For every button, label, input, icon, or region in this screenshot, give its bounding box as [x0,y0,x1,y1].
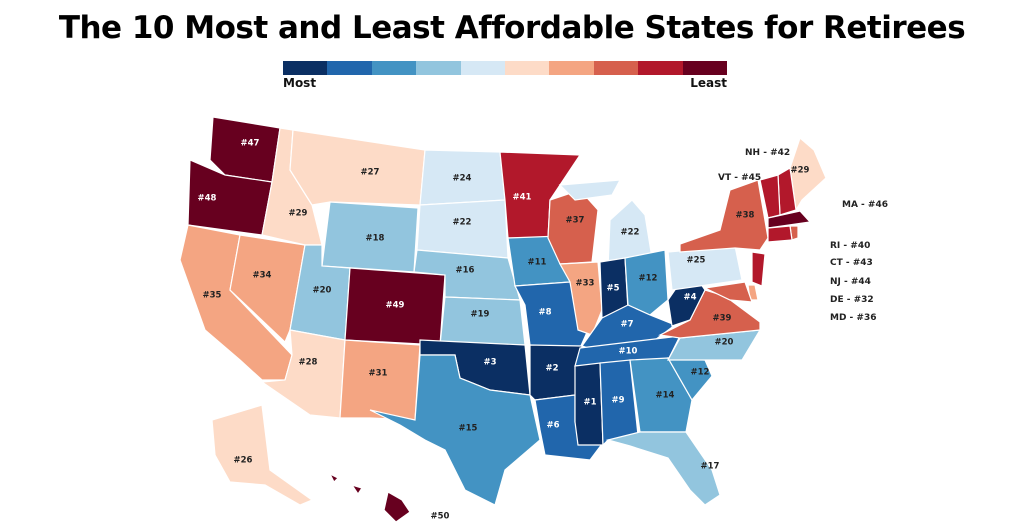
rank-label-al: #9 [611,396,624,406]
state-nm [339,339,421,421]
rank-label-la: #6 [546,421,559,431]
state-ks [439,296,526,346]
legend-swatch-6 [505,61,550,75]
state-oh [624,249,669,316]
rank-label-ms: #1 [583,398,596,408]
state-mi-part [558,179,622,201]
rank-label-id: #29 [289,209,308,219]
rank-label-ut: #20 [313,286,332,296]
rank-label-hi: #50 [431,512,450,522]
callout-label-nj: NJ - #44 [830,277,871,287]
rank-label-wv: #4 [683,293,696,303]
rank-label-mn: #41 [513,193,532,203]
rank-label-co: #49 [386,301,405,311]
rank-label-ga: #14 [656,391,675,401]
callout-label-de: DE - #32 [830,295,874,305]
state-mt [289,129,426,206]
rank-label-ia: #11 [528,258,547,268]
state-ct [767,225,793,243]
state-sd [416,199,509,259]
state-tx [369,354,541,506]
rank-label-ky: #7 [620,320,633,330]
rank-label-pa: #25 [687,256,706,266]
rank-label-oh: #12 [639,274,658,284]
rank-label-ks: #19 [471,310,490,320]
rank-label-nc: #20 [715,338,734,348]
rank-label-va: #39 [713,314,732,324]
rank-label-mt: #27 [361,168,380,178]
legend-swatch-4 [416,61,461,75]
state-fl [605,431,721,506]
callout-label-nh: NH - #42 [745,148,790,158]
state-mi [607,199,653,269]
rank-label-ny: #38 [736,211,755,221]
rank-label-sc: #12 [691,368,710,378]
rank-label-ok: #3 [483,358,496,368]
rank-label-ca: #35 [203,291,222,301]
callout-label-ri: RI - #40 [830,241,870,251]
state-ak [211,404,314,506]
state-hi [383,491,411,523]
map-title: The 10 Most and Least Affordable States … [58,10,966,46]
state-ga [629,357,693,433]
state-ma [767,210,812,229]
rank-label-nv: #34 [253,271,272,281]
state-wi [547,189,599,265]
legend-color-scale [283,61,728,75]
rank-label-ne: #16 [456,266,475,276]
rank-label-mo: #8 [538,308,551,318]
rank-label-az: #28 [299,358,318,368]
legend-swatch-1 [283,61,328,75]
legend-swatch-7 [549,61,594,75]
rank-label-ak: #26 [234,456,253,466]
rank-label-wi: #37 [566,216,585,226]
rank-label-tn: #10 [619,347,638,357]
rank-label-or: #48 [198,194,217,204]
state-pa [667,245,743,291]
rank-label-wy: #18 [366,234,385,244]
rank-label-fl: #17 [701,462,720,472]
callout-label-ma: MA - #46 [842,200,888,210]
legend-least-label: Least [690,76,727,90]
rank-label-me: #29 [791,166,810,176]
state-wa [209,116,281,183]
legend-swatch-2 [327,61,372,75]
callout-label-md: MD - #36 [830,313,877,323]
callout-label-vt: VT - #45 [718,173,761,183]
rank-label-ar: #2 [545,364,558,374]
rank-label-tx: #15 [459,424,478,434]
rank-label-nd: #24 [453,174,472,184]
legend-swatch-5 [460,61,506,75]
rank-label-sd: #22 [453,218,472,228]
legend-swatch-8 [593,61,639,75]
rank-label-in: #5 [606,284,619,294]
state-hi-part [328,472,340,484]
state-md [702,281,753,303]
state-ny [679,179,769,253]
rank-label-mi: #22 [621,228,640,238]
state-nj [751,251,766,287]
legend-most-label: Most [283,76,317,90]
rank-label-il: #33 [576,279,595,289]
state-nv [229,234,306,344]
legend-swatch-9 [638,61,683,75]
legend-swatch-10 [682,61,728,75]
rank-label-nm: #31 [369,369,388,379]
color-legend: Most Least [283,61,728,90]
legend-swatch-3 [371,61,417,75]
rank-label-wa: #47 [241,139,260,149]
state-ms [574,362,604,446]
state-hi-part [350,483,363,496]
callout-label-ct: CT - #43 [830,258,873,268]
